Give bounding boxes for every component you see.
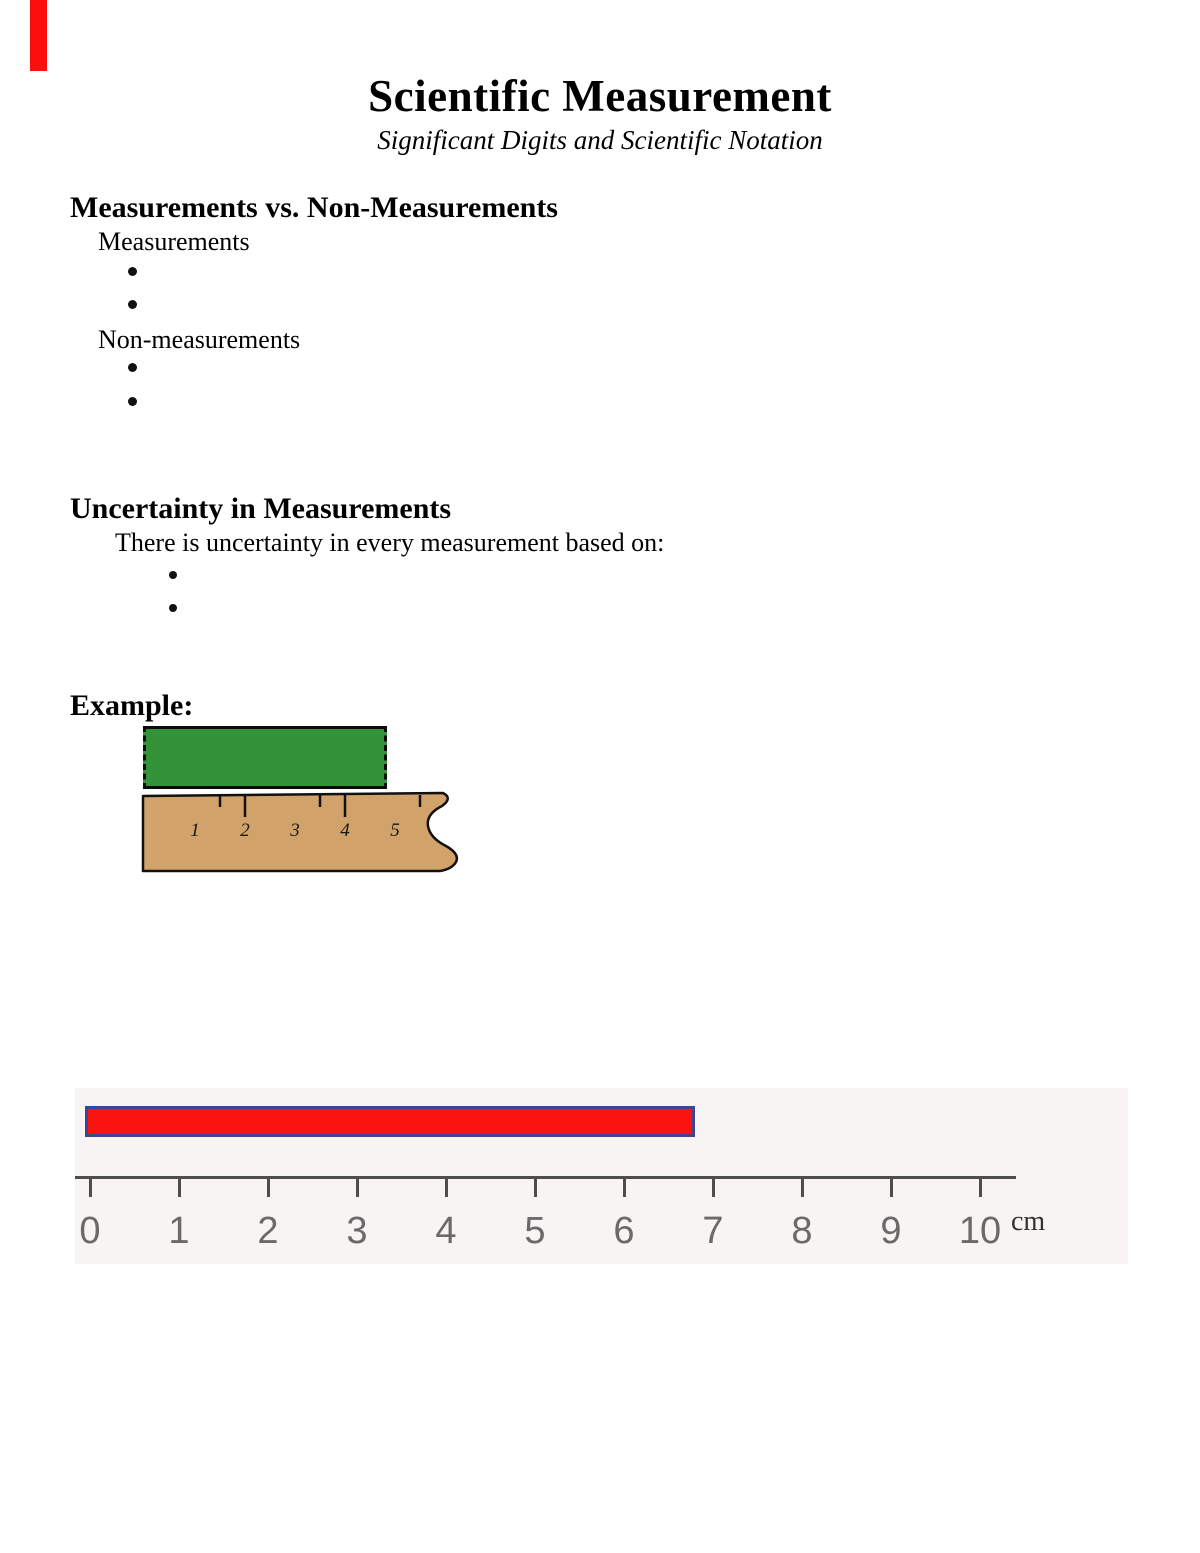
red-corner-marker — [30, 0, 47, 71]
bullet-dot — [128, 397, 137, 406]
page-subtitle: Significant Digits and Scientific Notati… — [377, 125, 823, 155]
bullet-dot — [169, 571, 177, 579]
cm-ruler-tick — [267, 1176, 270, 1197]
bullet-dot — [128, 267, 137, 276]
bullet-dot — [128, 363, 137, 372]
cm-ruler-tick — [89, 1176, 92, 1197]
bullet-dot — [169, 604, 177, 612]
cm-tick-label: 7 — [702, 1210, 724, 1252]
cm-ruler-tick — [890, 1176, 893, 1197]
cm-ruler-tick — [178, 1176, 181, 1197]
cm-tick-label: 10 — [958, 1210, 1002, 1252]
cm-ruler-tick — [979, 1176, 982, 1197]
page-title: Scientific Measurement — [368, 71, 832, 121]
cm-unit-label: cm — [1011, 1206, 1046, 1237]
section-heading-measurements-vs: Measurements vs. Non-Measurements — [70, 191, 558, 224]
section-heading-uncertainty: Uncertainty in Measurements — [70, 492, 452, 525]
cm-tick-label: 3 — [346, 1210, 368, 1252]
cm-tick-label: 2 — [257, 1210, 279, 1252]
ruler-number: 5 — [390, 820, 400, 841]
ruler-number: 2 — [240, 820, 250, 841]
red-measured-bar — [85, 1106, 695, 1137]
measurements-label: Measurements — [98, 227, 250, 256]
cm-ruler-tick — [712, 1176, 715, 1197]
cm-tick-label: 0 — [79, 1210, 101, 1252]
ruler-number: 4 — [340, 820, 350, 841]
cm-tick-label: 5 — [524, 1210, 546, 1252]
cm-ruler-tick — [534, 1176, 537, 1197]
cm-ruler-tick — [801, 1176, 804, 1197]
wooden-ruler: 1 2 3 4 5 — [141, 791, 459, 873]
uncertainty-lead-text: There is uncertainty in every measuremen… — [115, 528, 665, 557]
cm-tick-label: 9 — [880, 1210, 902, 1252]
cm-tick-label: 4 — [435, 1210, 457, 1252]
cm-tick-label: 8 — [791, 1210, 813, 1252]
cm-ruler-tick — [445, 1176, 448, 1197]
measurement-figure: 0 1 2 3 4 5 6 7 8 9 10 cm — [75, 1088, 1128, 1264]
cm-tick-label: 6 — [613, 1210, 635, 1252]
bullet-dot — [128, 300, 137, 309]
non-measurements-label: Non-measurements — [98, 325, 301, 354]
wooden-ruler-body — [141, 791, 459, 873]
ruler-number: 1 — [190, 820, 200, 841]
cm-ruler-tick — [356, 1176, 359, 1197]
cm-tick-label: 1 — [168, 1210, 190, 1252]
ruler-number: 3 — [289, 820, 300, 841]
green-measured-bar — [143, 726, 387, 789]
cm-ruler-line — [75, 1176, 1016, 1179]
cm-ruler-tick — [623, 1176, 626, 1197]
section-heading-example: Example: — [70, 689, 194, 722]
